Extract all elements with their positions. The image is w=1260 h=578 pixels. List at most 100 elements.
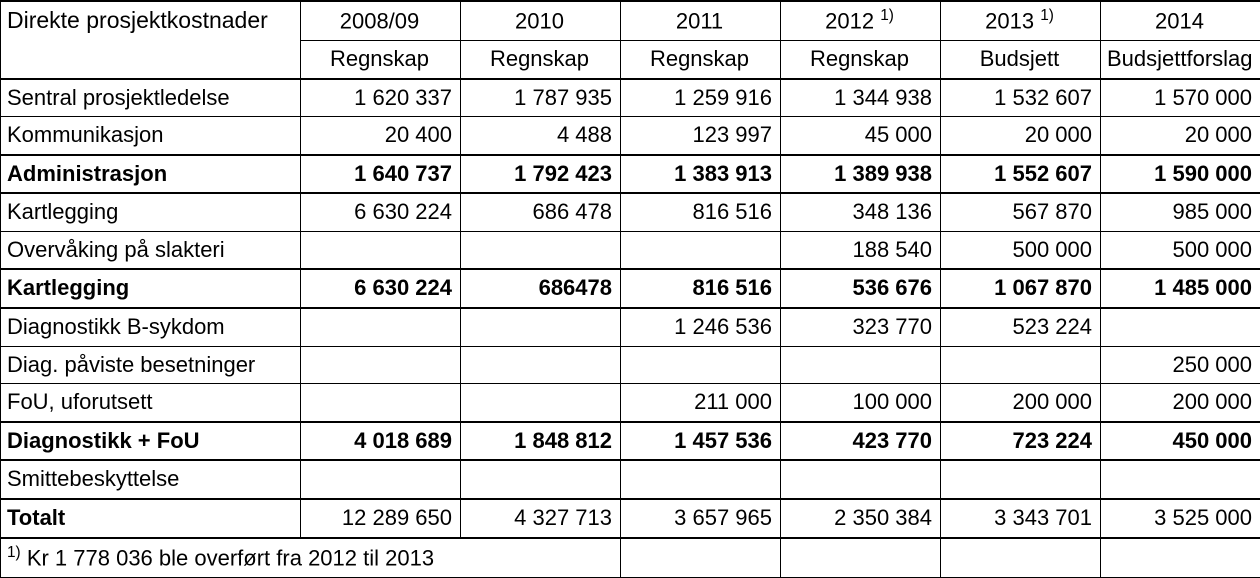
row-label: Diag. påviste besetninger	[1, 346, 301, 384]
year-2: 2011	[621, 1, 781, 40]
cell: 1 640 737	[301, 155, 461, 194]
cell	[941, 346, 1101, 384]
row-label: Overvåking på slakteri	[1, 231, 301, 269]
cell	[621, 231, 781, 269]
table-row: Kommunikasjon 20 400 4 488 123 997 45 00…	[1, 117, 1260, 155]
cell: 2 350 384	[781, 499, 941, 538]
row-label: Administrasjon	[1, 155, 301, 194]
cell	[621, 460, 781, 499]
cell	[781, 538, 941, 577]
cell: 20 400	[301, 117, 461, 155]
cell: 1 246 536	[621, 308, 781, 346]
subhead-2: Regnskap	[621, 40, 781, 78]
table-row: Diagnostikk B-sykdom 1 246 536 323 770 5…	[1, 308, 1260, 346]
cell: 500 000	[1101, 231, 1260, 269]
table-row: Kartlegging 6 630 224 686478 816 516 536…	[1, 269, 1260, 308]
cell: 1 532 607	[941, 79, 1101, 117]
cell: 3 525 000	[1101, 499, 1260, 538]
cell	[461, 231, 621, 269]
cell: 4 327 713	[461, 499, 621, 538]
cell: 3 343 701	[941, 499, 1101, 538]
cell: 723 224	[941, 422, 1101, 461]
cell	[1101, 308, 1260, 346]
cell: 6 630 224	[301, 269, 461, 308]
cell: 1 570 000	[1101, 79, 1260, 117]
cell	[461, 308, 621, 346]
subhead-1: Regnskap	[461, 40, 621, 78]
table-title: Direkte prosjektkostnader	[1, 1, 301, 79]
cell: 816 516	[621, 269, 781, 308]
subhead-4: Budsjett	[941, 40, 1101, 78]
year-3: 2012 1)	[781, 1, 941, 40]
cell: 1 620 337	[301, 79, 461, 117]
cell	[461, 346, 621, 384]
cell: 450 000	[1101, 422, 1260, 461]
cell: 1 383 913	[621, 155, 781, 194]
cell: 567 870	[941, 193, 1101, 231]
table-row-total: Totalt 12 289 650 4 327 713 3 657 965 2 …	[1, 499, 1260, 538]
cell	[621, 538, 781, 577]
row-label: Smittebeskyttelse	[1, 460, 301, 499]
cell	[461, 384, 621, 422]
cell: 523 224	[941, 308, 1101, 346]
cell: 816 516	[621, 193, 781, 231]
row-label: Kommunikasjon	[1, 117, 301, 155]
cell: 1 848 812	[461, 422, 621, 461]
table-row: Administrasjon 1 640 737 1 792 423 1 383…	[1, 155, 1260, 194]
cell: 1 590 000	[1101, 155, 1260, 194]
cell	[621, 346, 781, 384]
cell: 323 770	[781, 308, 941, 346]
year-5: 2014	[1101, 1, 1260, 40]
cell	[301, 460, 461, 499]
footnote-row: 1) Kr 1 778 036 ble overført fra 2012 ti…	[1, 538, 1260, 577]
cell: 1 552 607	[941, 155, 1101, 194]
table-row: Diagnostikk + FoU 4 018 689 1 848 812 1 …	[1, 422, 1260, 461]
table-container: Direkte prosjektkostnader 2008/09 2010 2…	[0, 0, 1260, 578]
cell: 1 792 423	[461, 155, 621, 194]
cell: 1 259 916	[621, 79, 781, 117]
row-label: Diagnostikk + FoU	[1, 422, 301, 461]
cell	[301, 346, 461, 384]
table-row: Overvåking på slakteri 188 540 500 000 5…	[1, 231, 1260, 269]
cell: 1 485 000	[1101, 269, 1260, 308]
cost-table: Direkte prosjektkostnader 2008/09 2010 2…	[0, 0, 1260, 578]
cell: 500 000	[941, 231, 1101, 269]
header-row-years: Direkte prosjektkostnader 2008/09 2010 2…	[1, 1, 1260, 40]
cell: 985 000	[1101, 193, 1260, 231]
table-row: Smittebeskyttelse	[1, 460, 1260, 499]
cell: 1 344 938	[781, 79, 941, 117]
cell: 1 787 935	[461, 79, 621, 117]
cell	[941, 460, 1101, 499]
cell: 188 540	[781, 231, 941, 269]
table-row: FoU, uforutsett 211 000 100 000 200 000 …	[1, 384, 1260, 422]
cell: 12 289 650	[301, 499, 461, 538]
cell: 423 770	[781, 422, 941, 461]
table-row: Sentral prosjektledelse 1 620 337 1 787 …	[1, 79, 1260, 117]
cell	[1101, 460, 1260, 499]
cell: 100 000	[781, 384, 941, 422]
cell	[461, 460, 621, 499]
row-label: Sentral prosjektledelse	[1, 79, 301, 117]
year-0: 2008/09	[301, 1, 461, 40]
row-label: Kartlegging	[1, 193, 301, 231]
footnote: 1) Kr 1 778 036 ble overført fra 2012 ti…	[1, 538, 621, 577]
cell	[301, 384, 461, 422]
cell: 536 676	[781, 269, 941, 308]
subhead-3: Regnskap	[781, 40, 941, 78]
cell: 200 000	[941, 384, 1101, 422]
cell: 45 000	[781, 117, 941, 155]
subhead-5: Budsjettforslag	[1101, 40, 1260, 78]
cell: 200 000	[1101, 384, 1260, 422]
cell: 1 067 870	[941, 269, 1101, 308]
subhead-0: Regnskap	[301, 40, 461, 78]
cell: 6 630 224	[301, 193, 461, 231]
row-label: Diagnostikk B-sykdom	[1, 308, 301, 346]
cell: 686 478	[461, 193, 621, 231]
cell: 4 488	[461, 117, 621, 155]
cell: 20 000	[1101, 117, 1260, 155]
cell	[781, 460, 941, 499]
table-row: Diag. påviste besetninger 250 000	[1, 346, 1260, 384]
cell	[1101, 538, 1260, 577]
cell: 348 136	[781, 193, 941, 231]
cell: 20 000	[941, 117, 1101, 155]
